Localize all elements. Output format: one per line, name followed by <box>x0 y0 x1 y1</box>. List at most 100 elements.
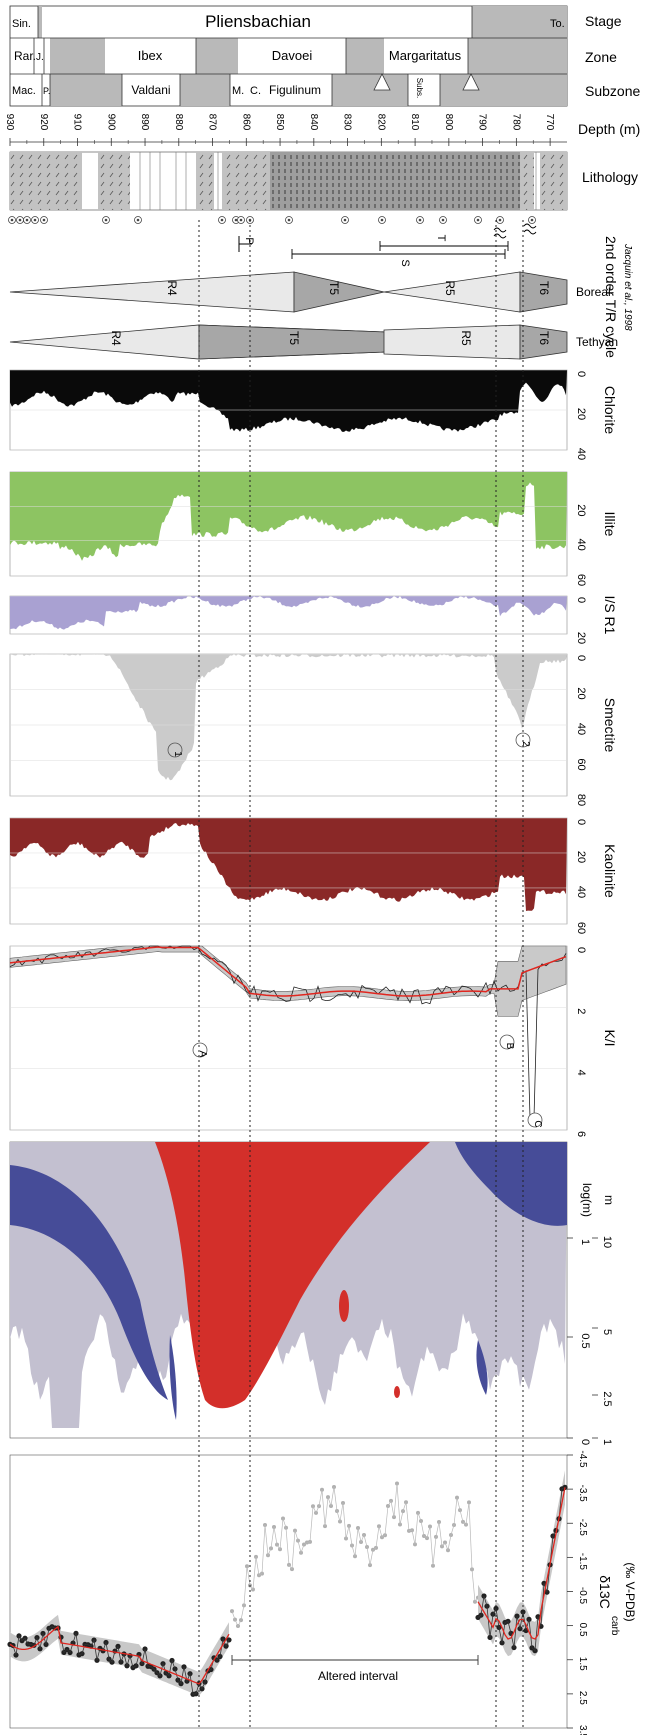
depth-tick-label: 770 <box>544 114 555 131</box>
wavelet-log-tick-label: 1 <box>579 1239 591 1245</box>
subzone-subs: Subs. <box>415 78 424 98</box>
isotope-altered-point <box>230 1609 234 1614</box>
wavelet-m-tick-label: 2.5 <box>601 1391 613 1406</box>
depth-tick-label: 800 <box>443 114 454 131</box>
panel-area-smectite <box>10 654 567 781</box>
smectite-marker-circle <box>167 742 183 758</box>
depth-tick-label: 840 <box>308 114 319 131</box>
smectite-marker-label: 1 <box>172 751 183 757</box>
ammonite-core-icon <box>239 218 243 222</box>
wavelet-high-power-spot <box>339 1290 349 1322</box>
wavelet-low-power-left <box>10 1165 168 1400</box>
panel-tick-label: 60 <box>575 574 587 586</box>
panel-kaolinite: 0 20 40 60 Kaolinite <box>9 817 618 934</box>
isotope-tick-label: 1.5 <box>577 1657 588 1671</box>
panel-tick-label: 40 <box>575 886 587 898</box>
panel-label: Kaolinite <box>602 844 618 898</box>
ammonite-core-icon <box>10 218 14 222</box>
range-markers: P T S <box>238 223 537 267</box>
wavelet-high-power-main <box>155 1142 430 1409</box>
ammonite-core-icon <box>104 218 108 222</box>
panel-tick-label: 60 <box>575 758 587 770</box>
wavelet-low-power-strip <box>169 1335 177 1420</box>
isotope-tick-label: -3.5 <box>577 1485 588 1503</box>
panel-tick-label: 0 <box>575 655 587 661</box>
ki-label: K/I <box>602 1029 618 1046</box>
isotope-confidence-band <box>478 1470 565 1657</box>
zone-j: J. <box>36 52 44 63</box>
tethyan-t6: T6 <box>537 331 551 345</box>
isotope-line <box>9 1626 230 1695</box>
chronostratigraphy: Sin. Pliensbachian To. Rar. J. Ibex Davo… <box>9 5 640 185</box>
ki-ratio-panel: 0 2 4 6 K/I A B C <box>9 945 618 1137</box>
ammonite-core-icon <box>42 218 46 222</box>
panel-label: I/S R1 <box>602 596 618 635</box>
ammonite-core-icon <box>136 218 140 222</box>
label-boreal: Boreal <box>576 285 611 299</box>
depth-tick-label: 870 <box>207 114 218 131</box>
subzone-m: M. <box>232 85 244 97</box>
wavelet-high-power-dot <box>394 1386 400 1398</box>
depth-tick-label: 910 <box>72 114 83 131</box>
panel-chlorite: 0 20 40 Chlorite <box>9 369 618 460</box>
isotope-tick-label: 0.5 <box>577 1623 588 1637</box>
isotope-tick-label: -0.5 <box>577 1587 588 1605</box>
subzone-mac: Mac. <box>12 85 36 97</box>
depth-tick-label: 830 <box>342 114 353 131</box>
ki-marker-circle <box>192 1042 208 1058</box>
zone-davoei: Davoei <box>272 48 313 63</box>
wavelet-m-tick-label: 5 <box>601 1329 613 1335</box>
ammonite-core-icon <box>33 218 37 222</box>
stage-name: Pliensbachian <box>205 12 311 31</box>
panel-isr1: 0 20 I/S R1 <box>9 596 618 644</box>
panel-tick-label: 0 <box>575 597 587 603</box>
stage-right: To. <box>550 18 565 30</box>
panel-tick-label: 40 <box>575 723 587 735</box>
isotope-label-sub: carb <box>609 1616 620 1636</box>
panel-tick-label: 80 <box>575 794 587 806</box>
ammonite-core-icon <box>343 218 347 222</box>
panel-illite: 20 40 60 Illite <box>9 471 618 586</box>
wavelet-log-tick-label: 0 <box>579 1439 591 1445</box>
ammonite-core-icon <box>498 218 502 222</box>
panel-tick-label: 0 <box>575 371 587 377</box>
marker-p: P <box>243 237 255 244</box>
depth-tick-label: 920 <box>38 114 49 131</box>
tethyan-r5: R5 <box>459 330 473 346</box>
panel-label: Chlorite <box>602 386 618 434</box>
panel-tick-label: 20 <box>575 504 587 516</box>
panel-tick-label: 20 <box>575 632 587 644</box>
wavelet-m-tick-label: 10 <box>601 1236 613 1248</box>
depth-tick-label: 790 <box>477 114 488 131</box>
isotope-label-unit: (‰ V-PDB) <box>623 1562 637 1621</box>
isotope-tick-label: 3.5 <box>577 1725 588 1735</box>
tr-cycles: R4 T5 R5 T6 Boreal R4 T5 R5 T6 Tethyan 2… <box>9 236 633 360</box>
ki-tick-label: 2 <box>575 1008 587 1014</box>
boreal-r4: R4 <box>165 280 179 296</box>
isotope-point <box>562 1484 568 1490</box>
stage-left: Sin. <box>12 18 31 30</box>
panel-tick-label: 20 <box>575 851 587 863</box>
label-tethyan: Tethyan <box>576 335 618 349</box>
isotope-tick-label: -1.5 <box>577 1553 588 1571</box>
ammonite-core-icon <box>476 218 480 222</box>
ki-tick-label: 0 <box>575 947 587 953</box>
isotope-smoothed <box>9 1625 230 1685</box>
ki-marker-circle <box>499 1034 515 1050</box>
boreal-t5: T5 <box>327 281 341 295</box>
label-lithology: Lithology <box>582 169 638 185</box>
panel-tick-label: 40 <box>575 539 587 551</box>
panel-area-isr1 <box>10 596 567 630</box>
ki-marker-circle <box>527 1112 543 1128</box>
wavelet-spectrum: 0 0.5 1 1 2.5 5 10 log(m) m <box>9 1141 616 1445</box>
panel-smectite: 0 20 40 60 80 Smectite <box>9 653 618 806</box>
isotope-tick-label: -2.5 <box>577 1519 588 1537</box>
smectite-marker-label: 2 <box>520 741 531 747</box>
ammonite-core-icon <box>25 218 29 222</box>
ki-tick-label: 6 <box>575 1131 587 1137</box>
isotope-altered-line <box>231 1483 482 1627</box>
ammonite-core-icon <box>380 218 384 222</box>
depth-tick-label: 860 <box>240 114 251 131</box>
depth-tick-label: 880 <box>173 114 184 131</box>
